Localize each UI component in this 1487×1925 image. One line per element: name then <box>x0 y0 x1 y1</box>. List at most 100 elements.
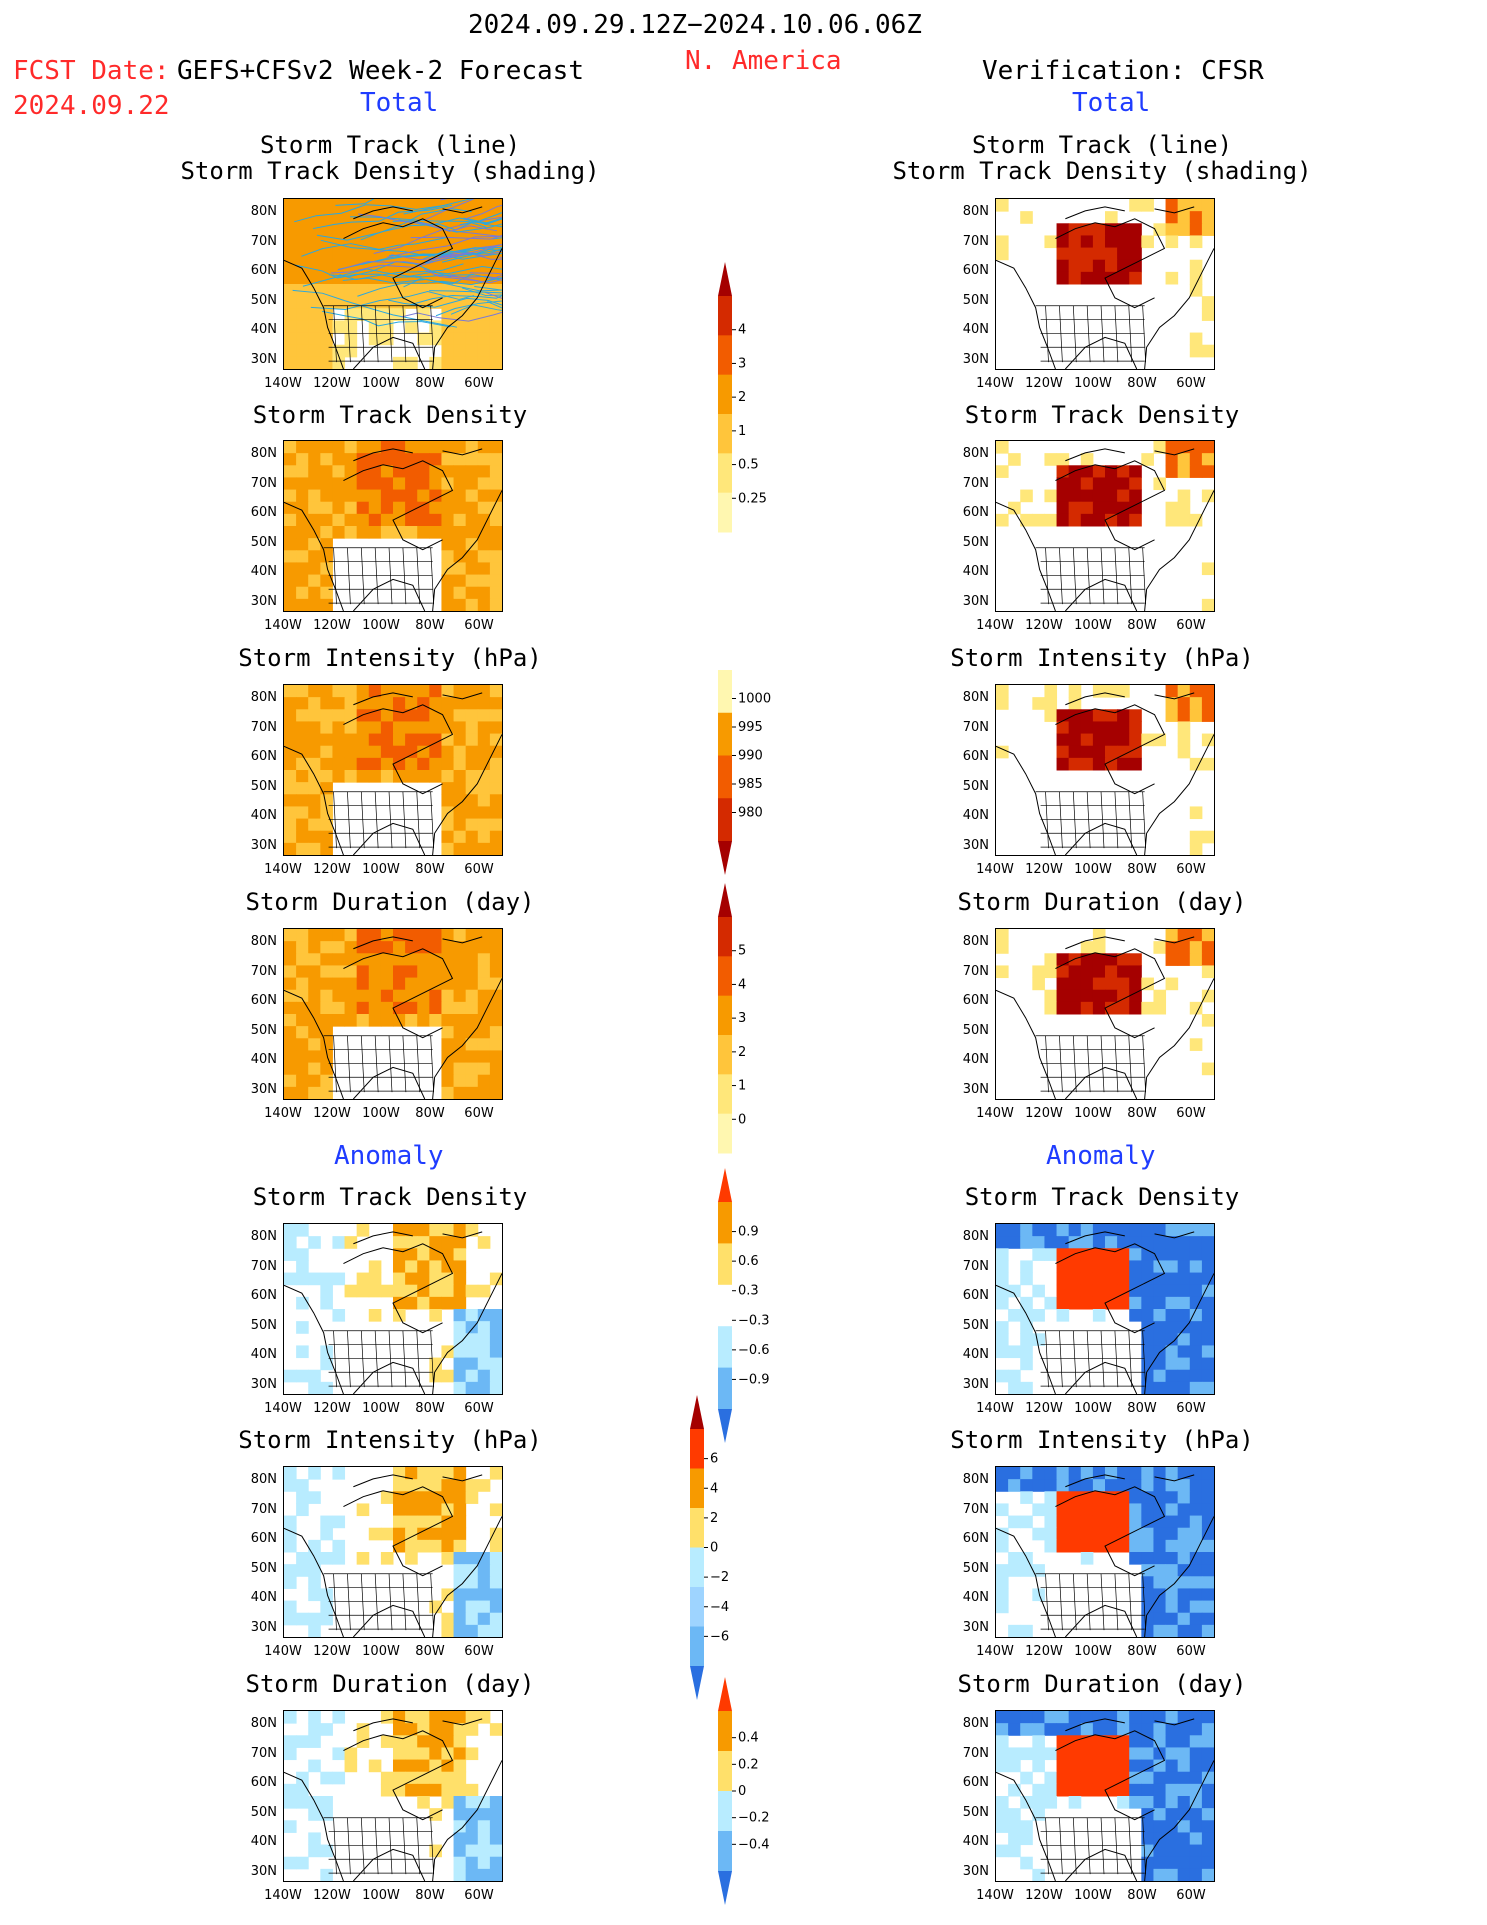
lon-tick-label: 100W <box>1074 862 1112 877</box>
lat-tick-label: 30N <box>962 837 989 853</box>
fcst-date: 2024.09.22 <box>13 91 170 121</box>
lat-tick-label: 80N <box>250 1229 277 1244</box>
lat-tick-label: 80N <box>962 1229 989 1244</box>
lon-tick-label: 80W <box>1127 862 1157 877</box>
colorbar-duration-total: 5 4 3 2 1 0 <box>718 883 788 1157</box>
colorbar-tick-label: 2 <box>710 1511 718 1526</box>
lat-tick-label: 40N <box>250 1347 277 1362</box>
colorbar-swatch <box>718 414 732 454</box>
colorbar-arrow <box>718 883 732 917</box>
colorbar-tick-label: −0.6 <box>738 1343 770 1358</box>
lat-tick-label: 60N <box>962 993 989 1008</box>
lat-tick-label: 30N <box>250 1081 277 1097</box>
map-panel <box>995 198 1215 370</box>
colorbar-tick-label: 0.3 <box>738 1284 759 1299</box>
title-density-anom-fcst: Storm Track Density <box>252 1183 528 1211</box>
lon-tick-label: 140W <box>976 1644 1014 1659</box>
lon-tick-label: 100W <box>362 1401 400 1416</box>
lon-tick-label: 140W <box>264 1644 302 1659</box>
lon-tick-label: 100W <box>1074 1888 1112 1903</box>
colorbar-swatch <box>718 1035 732 1075</box>
lat-tick-label: 60N <box>250 505 277 520</box>
colorbar-swatch <box>718 492 732 533</box>
lat-tick-label: 70N <box>962 963 989 979</box>
colorbar-tick-label: 4 <box>738 977 746 992</box>
title-duration-anom-obs: Storm Duration (day) <box>957 1670 1247 1698</box>
lat-tick-label: 40N <box>250 1590 277 1605</box>
lon-tick-label: 60W <box>464 1106 494 1121</box>
colorbar-swatch <box>718 755 732 799</box>
model-title: GEFS+CFSv2 Week-2 Forecast <box>177 56 584 86</box>
colorbar-tick-label: −6 <box>710 1629 729 1644</box>
lat-tick-label: 40N <box>962 322 989 337</box>
lon-tick-label: 140W <box>264 1401 302 1416</box>
map-panel <box>995 440 1215 612</box>
lon-tick-label: 100W <box>1074 1644 1112 1659</box>
lon-tick-label: 140W <box>976 1888 1014 1903</box>
colorbar-arrow <box>718 262 732 296</box>
lon-tick-label: 80W <box>1127 618 1157 633</box>
lon-tick-label: 120W <box>1025 1644 1063 1659</box>
lon-tick-label: 120W <box>313 618 351 633</box>
lon-tick-label: 60W <box>1176 1888 1206 1903</box>
colorbar-tick-label: 1 <box>738 1079 746 1094</box>
lat-tick-label: 30N <box>250 837 277 853</box>
lat-tick-label: 80N <box>962 934 989 949</box>
title-density-obs: Storm Track Density <box>964 401 1240 429</box>
lat-tick-label: 40N <box>250 564 277 579</box>
lat-tick-label: 40N <box>250 322 277 337</box>
lat-tick-label: 60N <box>962 1775 989 1790</box>
title-density-fcst: Storm Track Density <box>252 401 528 429</box>
lat-tick-label: 70N <box>250 1745 277 1761</box>
colorbar-swatch <box>718 335 732 376</box>
fcst-label: FCST Date: <box>13 56 170 86</box>
colorbar-tick-label: 6 <box>710 1452 718 1467</box>
colorbar-density-total: 4 3 2 1 0.5 0.25 <box>718 262 788 536</box>
title-duration-anom-fcst: Storm Duration (day) <box>245 1670 535 1698</box>
lat-tick-label: 50N <box>962 778 989 794</box>
colorbar-tick-label: 0.4 <box>738 1731 759 1746</box>
map-panel <box>283 928 503 1100</box>
lat-tick-label: 70N <box>250 233 277 249</box>
title-intensity-obs: Storm Intensity (hPa) <box>950 644 1254 672</box>
lon-tick-label: 120W <box>1025 1401 1063 1416</box>
lon-tick-label: 100W <box>362 1888 400 1903</box>
colorbar-swatch <box>718 1711 732 1752</box>
colorbar-swatch <box>718 1243 732 1286</box>
lat-tick-label: 30N <box>962 351 989 367</box>
lon-tick-label: 120W <box>313 1644 351 1659</box>
colorbar-tick-label: 985 <box>738 777 763 792</box>
map-panel <box>995 684 1215 856</box>
lon-tick-label: 60W <box>464 376 494 391</box>
colorbar-swatch <box>718 798 732 842</box>
colorbar-swatch <box>718 995 732 1036</box>
colorbar-swatch <box>718 1202 732 1244</box>
colorbar-density-anomaly: 0.9 0.6 0.3 −0.3 −0.6 −0.9 <box>718 1168 788 1447</box>
lon-tick-label: 120W <box>313 1888 351 1903</box>
lat-tick-label: 60N <box>962 1531 989 1546</box>
colorbar-swatch <box>718 1113 732 1154</box>
lon-tick-label: 60W <box>464 618 494 633</box>
colorbar-intensity-total: 1000 995 990 985 980 <box>718 670 788 879</box>
lon-tick-label: 120W <box>313 376 351 391</box>
lat-tick-label: 70N <box>962 233 989 249</box>
lon-tick-label: 80W <box>1127 1106 1157 1121</box>
region-title: N. America <box>685 46 842 76</box>
lat-tick-label: 70N <box>250 475 277 491</box>
colorbar-swatch <box>718 374 732 415</box>
lon-tick-label: 140W <box>264 862 302 877</box>
title-density-anom-obs: Storm Track Density <box>964 1183 1240 1211</box>
colorbar-tick-label: 0 <box>738 1112 746 1127</box>
lat-tick-label: 50N <box>962 1560 989 1576</box>
map-panel <box>283 1466 503 1638</box>
map-panel <box>283 684 503 856</box>
lat-tick-label: 40N <box>250 1052 277 1067</box>
map-panel <box>995 1710 1215 1882</box>
colorbar-tick-label: 0.2 <box>738 1757 759 1772</box>
title-track-shading-fcst: Storm Track Density (shading) <box>180 157 600 185</box>
lon-tick-label: 100W <box>1074 1106 1112 1121</box>
lat-tick-label: 30N <box>250 1619 277 1635</box>
colorbar-duration-anomaly: 0.4 0.2 0 −0.2 −0.4 <box>718 1677 788 1909</box>
colorbar-tick-label: 1 <box>738 424 746 439</box>
lon-tick-label: 140W <box>264 1106 302 1121</box>
